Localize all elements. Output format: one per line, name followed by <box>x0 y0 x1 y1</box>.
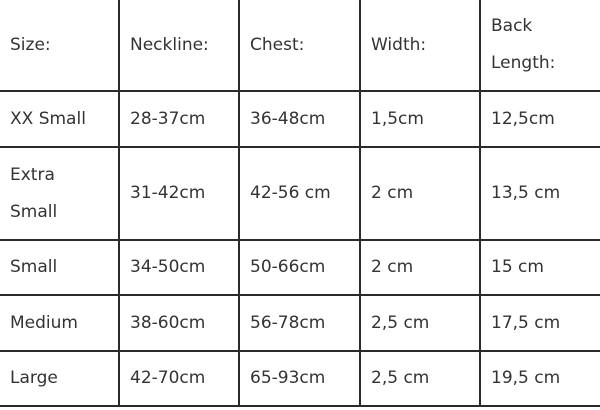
cell-chest: 50-66cm <box>238 239 361 296</box>
header-neckline: Neckline: <box>118 0 240 92</box>
cell-chest: 42-56 cm <box>238 146 361 241</box>
cell-chest: 36-48cm <box>238 90 361 148</box>
cell-back-length: 13,5 cm <box>479 146 600 241</box>
header-size: Size: <box>0 0 120 92</box>
cell-back-length: 15 cm <box>479 239 600 296</box>
header-back-length: Back Length: <box>479 0 600 92</box>
cell-width: 2,5 cm <box>359 294 481 352</box>
cell-width: 2,5 cm <box>359 350 481 407</box>
cell-width: 2 cm <box>359 146 481 241</box>
header-chest: Chest: <box>238 0 361 92</box>
cell-neckline: 28-37cm <box>118 90 240 148</box>
cell-size: Medium <box>0 294 120 352</box>
cell-neckline: 34-50cm <box>118 239 240 296</box>
cell-size: Small <box>0 239 120 296</box>
cell-width: 1,5cm <box>359 90 481 148</box>
cell-size-label: Extra Small <box>10 164 58 222</box>
table-row: XX Small 28-37cm 36-48cm 1,5cm 12,5cm <box>0 90 600 148</box>
header-width: Width: <box>359 0 481 92</box>
cell-neckline: 31-42cm <box>118 146 240 241</box>
cell-chest: 56-78cm <box>238 294 361 352</box>
cell-back-length: 17,5 cm <box>479 294 600 352</box>
cell-size: XX Small <box>0 90 120 148</box>
table-row: Medium 38-60cm 56-78cm 2,5 cm 17,5 cm <box>0 294 600 352</box>
cell-neckline: 42-70cm <box>118 350 240 407</box>
cell-size: Large <box>0 350 120 407</box>
table-row: Extra Small 31-42cm 42-56 cm 2 cm 13,5 c… <box>0 146 600 241</box>
cell-chest: 65-93cm <box>238 350 361 407</box>
cell-size: Extra Small <box>0 146 120 241</box>
table-row: Large 42-70cm 65-93cm 2,5 cm 19,5 cm <box>0 350 600 407</box>
cell-back-length: 19,5 cm <box>479 350 600 407</box>
cell-width: 2 cm <box>359 239 481 296</box>
cell-back-length: 12,5cm <box>479 90 600 148</box>
table-row: Small 34-50cm 50-66cm 2 cm 15 cm <box>0 239 600 296</box>
header-back-length-label: Back Length: <box>491 16 556 73</box>
header-row: Size: Neckline: Chest: Width: Back Lengt… <box>0 0 600 92</box>
cell-neckline: 38-60cm <box>118 294 240 352</box>
